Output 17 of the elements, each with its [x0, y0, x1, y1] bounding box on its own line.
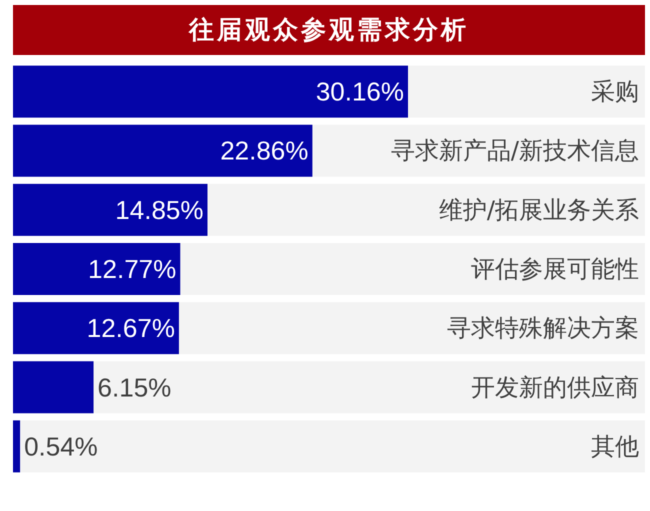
data-label: 12.67% — [86, 313, 175, 344]
y-tick-label: 评估参展可能性 — [471, 255, 639, 283]
y-tick-label: 开发新的供应商 — [471, 373, 639, 402]
y-tick-label: 采购 — [591, 78, 639, 106]
data-label: 22.86% — [220, 136, 308, 166]
y-tick-label: 维护/拓展业务关系 — [438, 196, 639, 224]
data-label: 14.85% — [115, 194, 204, 225]
data-label: 30.16% — [316, 76, 404, 107]
chart-title: 往届观众参观需求分析 — [13, 5, 645, 55]
data-label: 0.54% — [24, 431, 98, 462]
y-tick-label: 寻求特殊解决方案 — [447, 314, 639, 342]
data-label: 12.77% — [88, 254, 176, 284]
bar — [13, 361, 94, 414]
data-label: 6.15% — [98, 372, 172, 402]
y-tick-label: 其他 — [591, 432, 639, 460]
y-tick-label: 寻求新产品/新技术信息 — [390, 136, 639, 165]
bar — [13, 420, 20, 472]
